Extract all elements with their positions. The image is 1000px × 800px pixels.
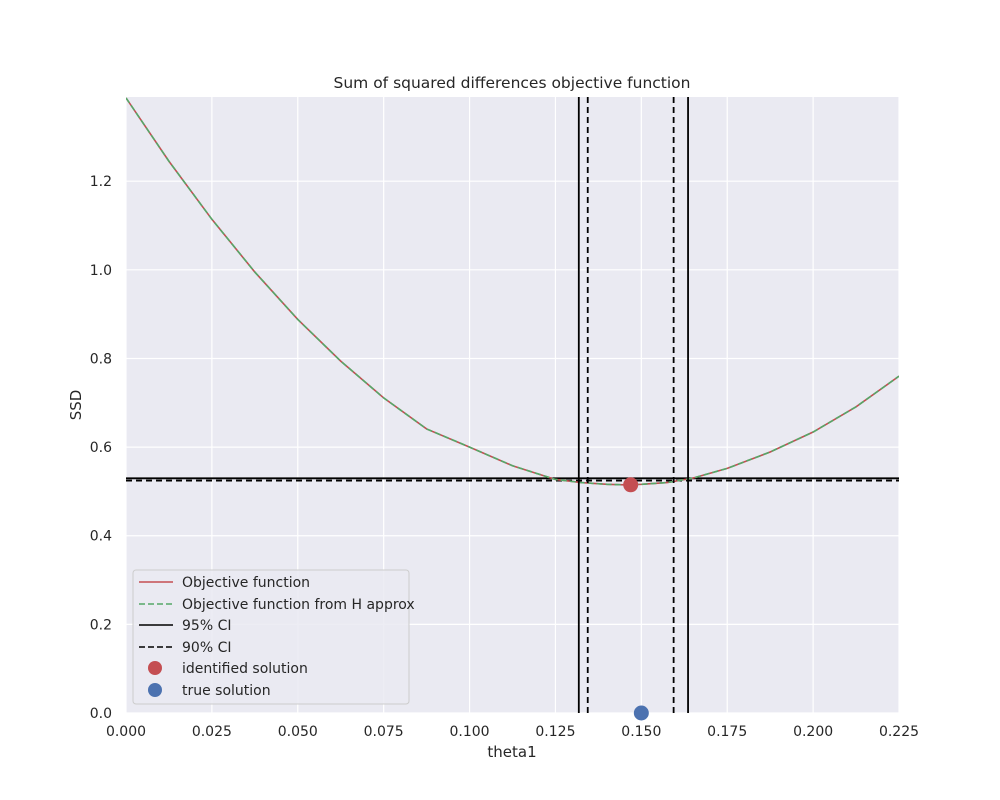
legend-swatch-identified [148, 661, 162, 675]
legend-label-ci90: 90% CI [182, 640, 231, 656]
y-tick-label: 0.0 [90, 706, 112, 722]
x-tick-label: 0.175 [707, 724, 747, 740]
x-tick-label: 0.050 [278, 724, 318, 740]
legend-label-objective: Objective function [182, 575, 310, 591]
y-tick-label: 0.8 [90, 351, 112, 367]
y-axis-label: SSD [67, 390, 85, 421]
x-tick-labels: 0.000 0.025 0.050 0.075 0.100 0.125 0.150 0.175… [106, 724, 919, 740]
y-tick-label: 0.6 [90, 440, 112, 456]
x-tick-label: 0.150 [621, 724, 661, 740]
legend: Objective function Objective function fr… [132, 569, 415, 705]
legend-frame [132, 569, 410, 705]
x-tick-label: 0.075 [364, 724, 404, 740]
y-tick-label: 0.4 [90, 529, 112, 545]
identified-solution-point [623, 477, 639, 493]
x-tick-label: 0.225 [879, 724, 919, 740]
y-tick-label: 1.2 [90, 174, 112, 190]
x-tick-label: 0.025 [192, 724, 232, 740]
legend-label-h-approx: Objective function from H approx [182, 597, 415, 613]
x-tick-label: 0.100 [450, 724, 490, 740]
legend-label-identified: identified solution [182, 661, 308, 677]
grid [125, 97, 900, 714]
x-tick-label: 0.200 [793, 724, 833, 740]
legend-label-true: true solution [182, 683, 271, 699]
y-tick-label: 1.0 [90, 263, 112, 279]
y-tick-label: 0.2 [90, 617, 112, 633]
h-approx-line [126, 97, 899, 486]
legend-swatch-true [148, 683, 162, 697]
x-tick-label: 0.000 [106, 724, 146, 740]
chart-marks [126, 97, 899, 713]
chart-title: Sum of squared differences objective fun… [334, 74, 691, 92]
x-axis-label: theta1 [487, 743, 536, 761]
true-solution-point [633, 705, 649, 721]
y-tick-labels: 0.0 0.2 0.4 0.6 0.8 1.0 1.2 [90, 174, 112, 722]
chart-points [623, 477, 649, 721]
legend-label-ci95: 95% CI [182, 618, 231, 634]
x-tick-label: 0.125 [535, 724, 575, 740]
